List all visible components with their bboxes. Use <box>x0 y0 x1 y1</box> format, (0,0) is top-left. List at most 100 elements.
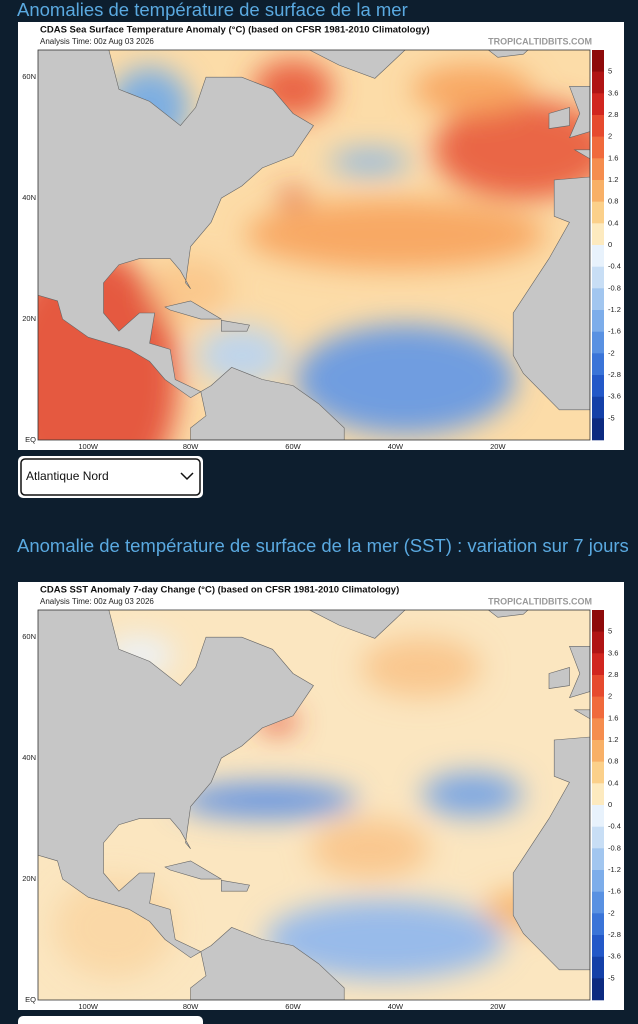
colorbar-label: -2.8 <box>608 930 621 939</box>
dropdown-value: Atlantique Nord <box>26 469 109 483</box>
map-frame <box>37 49 591 441</box>
lon-label: 40W <box>388 442 404 451</box>
land <box>38 610 314 959</box>
lon-label: 60W <box>285 1002 301 1011</box>
colorbar-band <box>592 631 604 654</box>
land <box>190 367 345 440</box>
anomaly-blob <box>329 149 410 174</box>
lon-label: 80W <box>183 1002 199 1011</box>
anomaly-blob <box>196 325 287 386</box>
colorbar-band <box>592 201 604 224</box>
colorbar-label: -1.2 <box>608 865 621 874</box>
colorbar-label: 0.4 <box>608 218 618 227</box>
colorbar-label: -2.8 <box>608 370 621 379</box>
map-panel: CDAS SST Anomaly 7-day Change (°C) (base… <box>18 582 624 1024</box>
colorbar-band <box>592 180 604 202</box>
dropdown-inner <box>20 458 201 496</box>
watermark: TROPICALTIDBITS.COM <box>488 36 592 46</box>
land <box>308 610 406 639</box>
colorbar-band <box>592 956 604 979</box>
lat-label: 20N <box>22 874 36 883</box>
map-area <box>37 49 591 441</box>
colorbar-band <box>592 935 604 957</box>
map-frame <box>37 609 591 1001</box>
colorbar-band <box>592 675 604 697</box>
colorbar-label: 2 <box>608 132 612 141</box>
anomaly-blob <box>278 190 309 207</box>
watermark: TROPICALTIDBITS.COM <box>488 596 592 606</box>
colorbar-band <box>592 891 604 914</box>
anomaly-blob <box>361 637 482 698</box>
colorbar-band <box>592 740 604 762</box>
colorbar-band <box>592 375 604 397</box>
colorbar-band <box>592 696 604 719</box>
map-title: CDAS Sea Surface Temperature Anomaly (°C… <box>40 25 430 36</box>
lat-label: EQ <box>25 435 36 444</box>
anomaly-blob <box>412 64 533 115</box>
land <box>38 50 314 399</box>
colorbar-band <box>592 245 604 267</box>
colorbar-label: 2 <box>608 692 612 701</box>
colorbar-band <box>592 913 604 936</box>
land <box>164 860 223 880</box>
dropdown-arrow <box>180 472 194 481</box>
colorbar-label: 0.8 <box>608 757 618 766</box>
land <box>568 645 590 699</box>
colorbar-label: -0.4 <box>608 822 621 831</box>
colorbar-band <box>592 223 604 246</box>
colorbar-band <box>592 870 604 892</box>
anomaly-field <box>53 635 564 980</box>
colorbar-band <box>592 288 604 311</box>
land <box>512 149 590 411</box>
anomaly-blob <box>265 899 506 980</box>
map-panel: CDAS Sea Surface Temperature Anomaly (°C… <box>18 22 624 498</box>
region-dropdown[interactable] <box>18 1016 203 1024</box>
lon-label: 60W <box>285 442 301 451</box>
map-title: CDAS SST Anomaly 7-day Change (°C) (base… <box>40 585 399 596</box>
colorbar-label: 3.6 <box>608 648 618 657</box>
colorbar-band <box>592 158 604 181</box>
colorbar-band <box>592 718 604 741</box>
land <box>308 50 406 79</box>
colorbar-band <box>592 331 604 354</box>
lat-label: 60N <box>22 632 36 641</box>
colorbar-label: -3.6 <box>608 392 621 401</box>
colorbar-band <box>592 761 604 784</box>
colorbar-band <box>592 805 604 827</box>
colorbar-label: -5 <box>608 413 615 422</box>
colorbar-band <box>592 610 604 632</box>
colorbar-band <box>592 653 604 676</box>
colorbar-band <box>592 50 604 72</box>
colorbar-label: -5 <box>608 973 615 982</box>
colorbar-label: 2.8 <box>608 110 618 119</box>
section-heading: Anomalie de température de surface de la… <box>17 535 629 556</box>
colorbar-band <box>592 396 604 419</box>
land <box>487 50 529 58</box>
colorbar-label: 0.4 <box>608 778 618 787</box>
colorbar-label: 0.8 <box>608 197 618 206</box>
colorbar-label: -1.2 <box>608 305 621 314</box>
colorbar-label: 1.6 <box>608 713 618 722</box>
colorbar-band <box>592 266 604 289</box>
colorbar-band <box>592 978 604 1001</box>
colorbar-label: 3.6 <box>608 88 618 97</box>
colorbar-label: 1.6 <box>608 153 618 162</box>
colorbar-label: 2.8 <box>608 670 618 679</box>
colorbar-label: 1.2 <box>608 735 618 744</box>
anomaly-blob <box>422 772 523 817</box>
lat-label: EQ <box>25 995 36 1004</box>
colorbar-label: -1.6 <box>608 327 621 336</box>
colorbar-label: -2 <box>608 908 615 917</box>
colorbar-band <box>592 418 604 441</box>
lon-label: 100W <box>78 1002 99 1011</box>
anomaly-blob <box>295 324 516 435</box>
colorbar-band <box>592 310 604 332</box>
land <box>548 106 570 129</box>
analysis-time: Analysis Time: 00z Aug 03 2026 <box>40 37 154 46</box>
lon-label: 100W <box>78 442 99 451</box>
anomaly-blob <box>245 199 546 270</box>
colorbar-label: -3.6 <box>608 952 621 961</box>
map-area <box>37 609 591 1001</box>
ocean <box>38 50 590 440</box>
